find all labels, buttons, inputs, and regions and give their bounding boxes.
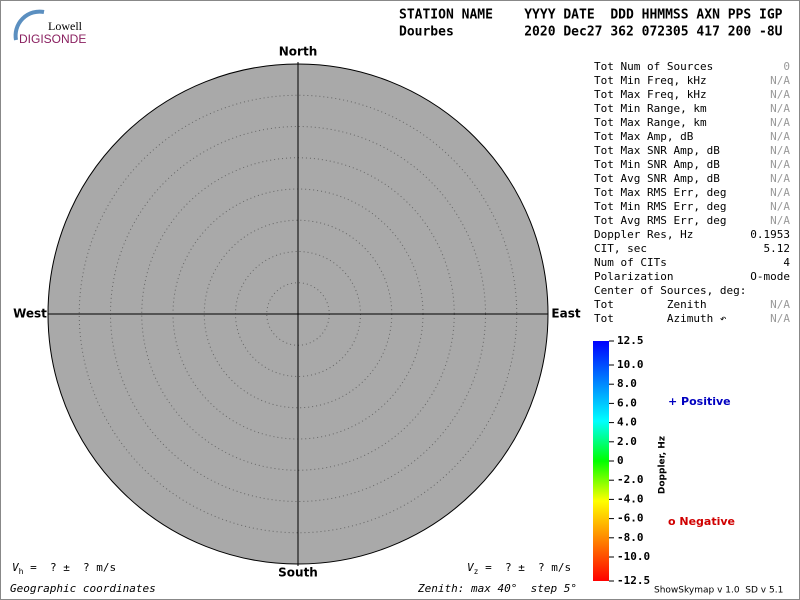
symbol: V (467, 561, 475, 574)
stat-label: Tot Max Range, km (594, 116, 707, 129)
stat-value: N/A (770, 130, 790, 143)
colorbar: 12.5 10.0 8.0 6.0 4.0 2.0 0 -2.0 -4.0 -6.0 -8.0 -10… (593, 334, 735, 587)
colorbar-tick-label: 4.0 (617, 416, 637, 429)
direction-label: West (13, 307, 47, 321)
colorbar-label: Doppler, Hz (658, 436, 668, 494)
velocity-label: Vh = ? ± ? m/s (12, 561, 116, 576)
stat-label: Tot Min RMS Err, deg (594, 200, 726, 213)
stat-label: CIT, sec (594, 242, 647, 255)
colorbar-tick-label: -10.0 (617, 550, 650, 563)
legend-entry: o Negative (668, 515, 735, 528)
colorbar-tick-label: 12.5 (617, 334, 644, 347)
logo-swoosh (13, 9, 45, 41)
symbol: V (12, 561, 20, 574)
velocity-label: Vz = ? ± ? m/s (467, 561, 571, 576)
header-line: Dourbes 2020 Dec27 362 072305 417 200 -8… (399, 25, 783, 40)
stat-value: N/A (770, 172, 790, 185)
stat-label: Num of CITs (594, 256, 667, 269)
direction-label: North (279, 45, 317, 59)
colorbar-tick-label: -6.0 (617, 512, 644, 525)
velocity-text: = ? ± ? m/s (478, 561, 571, 574)
stat-label: Tot Max SNR Amp, dB (594, 144, 720, 157)
stat-value: N/A (770, 312, 790, 325)
stat-label: Tot Max RMS Err, deg (594, 186, 726, 199)
stat-label: Tot Max Freq, kHz (594, 88, 707, 101)
stat-label: Tot Min Freq, kHz (594, 74, 707, 87)
colorbar-bar (593, 341, 609, 581)
stat-value: N/A (770, 158, 790, 171)
subscript: z (474, 567, 479, 576)
legend-entry: + Positive (668, 395, 731, 408)
polar-plot: North South West East (13, 45, 581, 580)
stat-value: N/A (770, 200, 790, 213)
colorbar-tick-label: 0 (617, 454, 624, 467)
version-label: ShowSkymap v 1.0 SD v 5.1 (654, 586, 783, 596)
stat-value: N/A (770, 144, 790, 157)
stat-value: N/A (770, 214, 790, 227)
stat-value: 0 (783, 60, 790, 73)
header-line: STATION NAME YYYY DATE DDD HHMMSS AXN PP… (399, 8, 783, 23)
stat-label: Tot Min SNR Amp, dB (594, 158, 720, 171)
stat-value: N/A (770, 102, 790, 115)
stat-label: Polarization (594, 270, 673, 283)
direction-label: South (278, 566, 318, 580)
stat-value: N/A (770, 116, 790, 129)
stat-label: Tot Avg SNR Amp, dB (594, 172, 720, 185)
stat-label: Tot Azimuth ↶ (594, 312, 727, 325)
colorbar-tick-label: -4.0 (617, 492, 644, 505)
colorbar-tick-label: 10.0 (617, 358, 644, 371)
stat-label: Tot Num of Sources (594, 60, 713, 73)
stat-label: Tot Avg RMS Err, deg (594, 214, 726, 227)
colorbar-tick-label: 8.0 (617, 377, 637, 390)
stat-label: Tot Min Range, km (594, 102, 707, 115)
stat-value: 5.12 (764, 242, 791, 255)
stat-label: Tot Zenith (594, 298, 707, 311)
stat-value: 0.1953 (750, 228, 790, 241)
colorbar-tick-label: 2.0 (617, 435, 637, 448)
velocity-text: = ? ± ? m/s (23, 561, 116, 574)
colorbar-tick-label: -8.0 (617, 531, 644, 544)
stat-label: Center of Sources, deg: (594, 284, 746, 297)
stat-value: N/A (770, 74, 790, 87)
stat-value: N/A (770, 88, 790, 101)
colorbar-tick-label: -12.5 (617, 574, 650, 587)
colorbar-tick-label: 6.0 (617, 396, 637, 409)
stat-value: O-mode (750, 270, 790, 283)
zenith-label: Zenith: max 40° step 5° (417, 582, 577, 595)
stat-value: N/A (770, 186, 790, 199)
coords-label: Geographic coordinates (10, 582, 156, 595)
stats-panel: Tot Num of Sources 0 Tot Min Freq, kHz N/A T… (594, 60, 790, 325)
stat-value: 4 (783, 256, 790, 269)
stat-value: N/A (770, 298, 790, 311)
colorbar-tick-label: -2.0 (617, 473, 644, 486)
stat-label: Doppler Res, Hz (594, 228, 693, 241)
logo-top: Lowell (48, 19, 83, 33)
subscript: h (19, 567, 24, 576)
stat-label: Tot Max Amp, dB (594, 130, 694, 143)
logo-bottom: DIGISONDE (19, 32, 86, 46)
direction-label: East (551, 307, 580, 321)
